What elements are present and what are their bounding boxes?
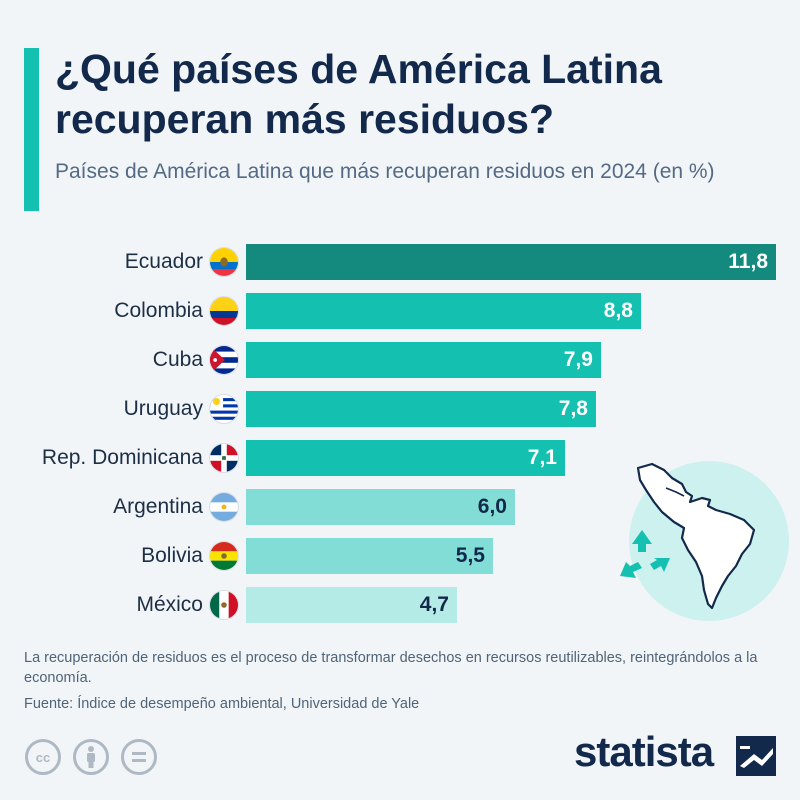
bar-row: Bolivia 5,5 — [0, 538, 800, 574]
bar-row: Argentina 6,0 — [0, 489, 800, 525]
bar-row: Cuba 7,9 — [0, 342, 800, 378]
category-label: Argentina — [113, 495, 203, 518]
category-label: Cuba — [152, 348, 203, 371]
statista-logo-icon[interactable] — [736, 736, 776, 776]
bar-row: Colombia 8,8 — [0, 293, 800, 329]
chart-source: Fuente: Índice de desempeño ambiental, U… — [24, 696, 420, 712]
title-accent-bar — [24, 48, 39, 211]
bar-chart: Ecuador 11,8 Colombia 8,8 Cuba 7,9 Uruguay 7,8 R… — [0, 235, 800, 630]
bar-row: México 4,7 — [0, 587, 800, 623]
flag-mexico-icon — [209, 590, 239, 620]
bar: 6,0 — [246, 489, 515, 525]
flag-bolivia-icon — [209, 541, 239, 571]
value-label: 4,7 — [419, 593, 449, 616]
category-label: Uruguay — [123, 397, 203, 420]
bar: 7,8 — [246, 391, 596, 427]
bar: 7,1 — [246, 440, 565, 476]
no-derivatives-icon[interactable] — [120, 738, 158, 776]
statista-logo-text[interactable]: statista — [574, 728, 714, 775]
bar: 11,8 — [246, 244, 776, 280]
flag-ecuador-icon — [209, 247, 239, 277]
recycle-icon — [620, 530, 670, 578]
latin-america-map-icon — [620, 461, 789, 621]
attribution-icon[interactable] — [72, 738, 110, 776]
value-label: 6,0 — [477, 495, 507, 518]
value-label: 5,5 — [455, 544, 485, 567]
category-label: Colombia — [114, 299, 203, 322]
value-label: 11,8 — [728, 250, 768, 273]
bar: 4,7 — [246, 587, 457, 623]
flag-dominican-republic-icon — [209, 443, 239, 473]
value-label: 7,9 — [563, 348, 593, 371]
value-label: 7,1 — [527, 446, 557, 469]
bar: 7,9 — [246, 342, 601, 378]
cc-icon[interactable]: cc — [24, 738, 62, 776]
bar-row: Ecuador 11,8 — [0, 244, 800, 280]
flag-argentina-icon — [209, 492, 239, 522]
bar: 5,5 — [246, 538, 493, 574]
value-label: 7,8 — [558, 397, 588, 420]
svg-text:cc: cc — [36, 750, 50, 765]
bar: 8,8 — [246, 293, 641, 329]
chart-title: ¿Qué países de América Latina recuperan … — [55, 46, 662, 142]
flag-uruguay-icon — [209, 394, 239, 424]
category-label: México — [136, 593, 203, 616]
category-label: Ecuador — [124, 250, 203, 273]
bar-row: Uruguay 7,8 — [0, 391, 800, 427]
flag-cuba-icon — [209, 345, 239, 375]
chart-subtitle: Países de América Latina que más recuper… — [55, 160, 715, 183]
category-label: Bolivia — [141, 544, 203, 567]
bar-row: Rep. Dominicana 7,1 — [0, 440, 800, 476]
chart-footnote: La recuperación de residuos es el proces… — [24, 650, 758, 686]
value-label: 8,8 — [603, 299, 633, 322]
flag-colombia-icon — [209, 296, 239, 326]
category-label: Rep. Dominicana — [41, 446, 203, 469]
